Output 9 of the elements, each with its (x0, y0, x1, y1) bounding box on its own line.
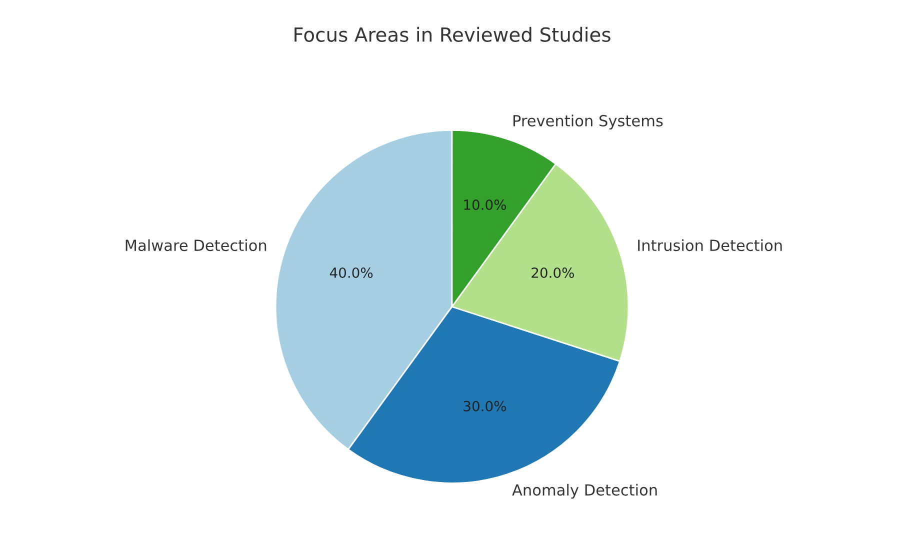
data-label: 40.0% (330, 267, 373, 278)
slice-label: Malware Detection (126, 239, 266, 252)
data-label: 20.0% (532, 267, 574, 278)
slice-label: Anomaly Detection (512, 484, 657, 499)
slice-label: Prevention Systems (513, 114, 663, 130)
chart-title: Focus Areas in Reviewed Studies (294, 26, 610, 42)
slice-label: Intrusion Detection (638, 239, 782, 252)
data-label: 30.0% (464, 400, 506, 412)
data-label: 10.0% (464, 199, 506, 210)
